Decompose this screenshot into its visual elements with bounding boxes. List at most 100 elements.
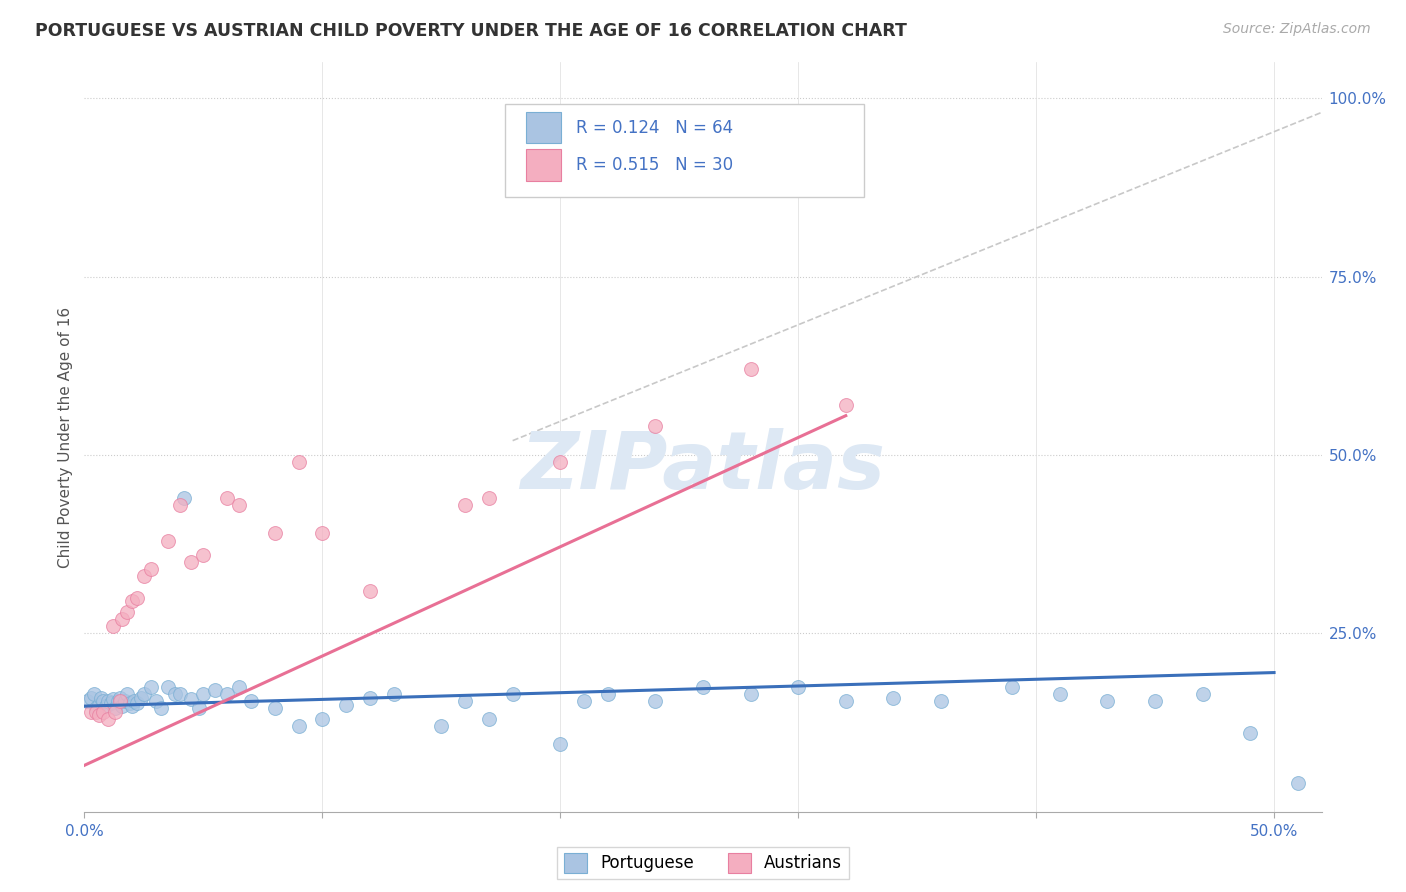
Point [1191, 687, 1213, 701]
Point [359, 690, 381, 705]
Point [94, 699, 117, 714]
Point [882, 690, 904, 705]
Point [1239, 726, 1261, 740]
Point [93, 694, 115, 708]
Y-axis label: Child Poverty Under the Age of 16: Child Poverty Under the Age of 16 [58, 307, 73, 567]
Point [287, 719, 309, 733]
Point [125, 591, 148, 605]
Point [193, 687, 215, 701]
Point [83, 687, 105, 701]
Point [382, 687, 405, 701]
Point [454, 694, 477, 708]
Point [111, 699, 134, 714]
Point [596, 687, 619, 701]
Point [84, 701, 107, 715]
Point [644, 419, 666, 434]
Text: PORTUGUESE VS AUSTRIAN CHILD POVERTY UNDER THE AGE OF 16 CORRELATION CHART: PORTUGUESE VS AUSTRIAN CHILD POVERTY UND… [35, 22, 907, 40]
Point [80, 690, 103, 705]
Point [93, 705, 115, 719]
Point [173, 491, 195, 505]
Point [1001, 680, 1024, 694]
Point [121, 699, 143, 714]
Point [572, 694, 595, 708]
Point [239, 694, 262, 708]
Point [335, 698, 357, 712]
Point [108, 694, 131, 708]
Point [454, 498, 477, 512]
Point [478, 491, 501, 505]
Point [100, 696, 122, 710]
Text: Source: ZipAtlas.com: Source: ZipAtlas.com [1223, 22, 1371, 37]
Point [90, 690, 112, 705]
Point [111, 612, 134, 626]
Point [84, 705, 107, 719]
Point [125, 696, 148, 710]
Point [929, 694, 952, 708]
Text: R = 0.515   N = 30: R = 0.515 N = 30 [575, 156, 733, 174]
Point [139, 562, 162, 576]
Point [97, 712, 120, 726]
Point [193, 548, 215, 562]
Point [114, 694, 136, 708]
Point [156, 533, 179, 548]
Legend: Portuguese, Austrians: Portuguese, Austrians [557, 847, 849, 880]
Point [107, 694, 129, 708]
Point [132, 569, 155, 583]
Bar [526, 112, 561, 144]
Point [263, 526, 285, 541]
Point [835, 694, 858, 708]
Point [104, 701, 127, 715]
Point [228, 498, 250, 512]
Point [169, 687, 191, 701]
Point [124, 694, 146, 708]
Point [169, 498, 191, 512]
Point [76, 694, 98, 708]
Point [118, 696, 141, 710]
Point [228, 680, 250, 694]
Point [145, 694, 167, 708]
Point [359, 583, 381, 598]
Point [187, 701, 209, 715]
Point [97, 694, 120, 708]
Point [115, 605, 138, 619]
Point [478, 712, 501, 726]
Text: R = 0.124   N = 64: R = 0.124 N = 64 [575, 119, 733, 136]
Bar [526, 149, 561, 181]
Point [131, 690, 153, 705]
Point [430, 719, 453, 733]
Text: ZIPatlas: ZIPatlas [520, 428, 886, 506]
Point [1097, 694, 1119, 708]
Point [1144, 694, 1167, 708]
Point [132, 687, 155, 701]
Point [311, 526, 333, 541]
Point [548, 455, 571, 469]
Point [835, 398, 858, 412]
Point [287, 455, 309, 469]
Point [740, 362, 762, 376]
Point [139, 680, 162, 694]
Point [156, 680, 179, 694]
Point [204, 683, 226, 698]
Point [87, 698, 110, 712]
Point [740, 687, 762, 701]
Point [548, 737, 571, 751]
Point [108, 690, 131, 705]
Point [87, 708, 110, 723]
Point [180, 555, 202, 569]
Point [180, 692, 202, 706]
Point [115, 687, 138, 701]
Point [502, 687, 524, 701]
FancyBboxPatch shape [505, 103, 863, 197]
Point [311, 712, 333, 726]
Point [217, 687, 239, 701]
Point [1049, 687, 1071, 701]
Point [101, 692, 124, 706]
Point [149, 701, 172, 715]
Point [692, 680, 714, 694]
Point [263, 701, 285, 715]
Point [644, 694, 666, 708]
Point [1286, 776, 1309, 790]
Point [80, 705, 103, 719]
Point [101, 619, 124, 633]
Point [787, 680, 810, 694]
